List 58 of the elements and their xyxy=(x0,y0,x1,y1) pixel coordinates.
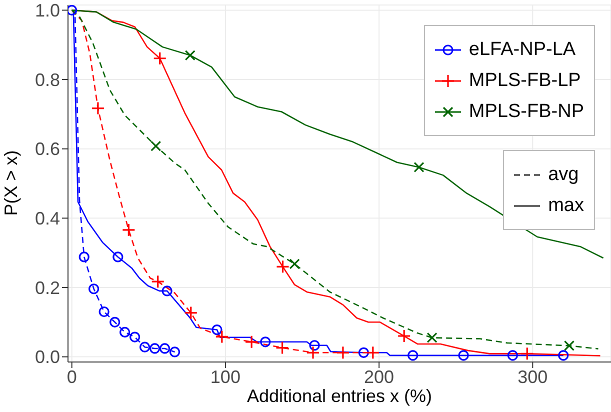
y-tick-label: 0.4 xyxy=(34,208,60,229)
y-tick-label: 0.6 xyxy=(34,139,60,160)
point xyxy=(358,347,369,358)
point xyxy=(215,330,229,344)
point xyxy=(162,286,172,296)
x-tick-label: 0 xyxy=(66,366,77,387)
annotation: max xyxy=(548,194,584,216)
point xyxy=(336,346,350,360)
point xyxy=(564,340,575,352)
point xyxy=(244,335,258,349)
point xyxy=(212,324,222,336)
point xyxy=(408,350,418,361)
point xyxy=(306,346,320,360)
y-tick-label: 0.0 xyxy=(34,347,60,368)
y-tick-label: 0.8 xyxy=(34,70,60,90)
annotation: avg xyxy=(548,164,579,186)
point xyxy=(309,340,320,351)
point xyxy=(130,332,140,342)
x-axis-title: Additional entries x (%) xyxy=(246,385,434,407)
point xyxy=(260,336,271,348)
legend-label: eLFA-NP-LA xyxy=(468,38,576,60)
point xyxy=(98,306,110,318)
x-tick-label: 100 xyxy=(210,366,240,387)
point xyxy=(458,350,469,361)
point xyxy=(159,343,170,354)
x-tick-label: 300 xyxy=(518,366,548,387)
x-tick-label: 200 xyxy=(364,366,394,387)
point xyxy=(169,346,180,358)
point xyxy=(184,50,196,61)
point xyxy=(520,346,534,360)
point xyxy=(507,350,518,361)
y-axis-title: P(X > x) xyxy=(0,149,22,218)
point xyxy=(276,260,290,274)
point xyxy=(112,252,124,262)
point xyxy=(414,162,424,173)
point xyxy=(150,140,162,152)
point xyxy=(78,252,90,262)
point xyxy=(68,5,78,16)
point xyxy=(140,342,150,352)
legend-label: MPLS-FB-LP xyxy=(468,70,581,92)
point xyxy=(120,326,130,338)
y-tick-label: 0.2 xyxy=(34,278,60,298)
point xyxy=(426,332,438,344)
point xyxy=(289,258,300,270)
legend-label: MPLS-FB-NP xyxy=(468,100,584,122)
point xyxy=(151,274,165,288)
point xyxy=(122,223,136,237)
point xyxy=(275,340,290,355)
point xyxy=(153,52,167,66)
point xyxy=(91,101,105,116)
point xyxy=(397,329,411,343)
point xyxy=(88,284,100,294)
point xyxy=(366,346,380,360)
point xyxy=(558,350,569,361)
point xyxy=(184,306,198,320)
point xyxy=(149,343,160,354)
y-tick-label: 1.0 xyxy=(34,0,60,21)
point xyxy=(110,316,120,328)
